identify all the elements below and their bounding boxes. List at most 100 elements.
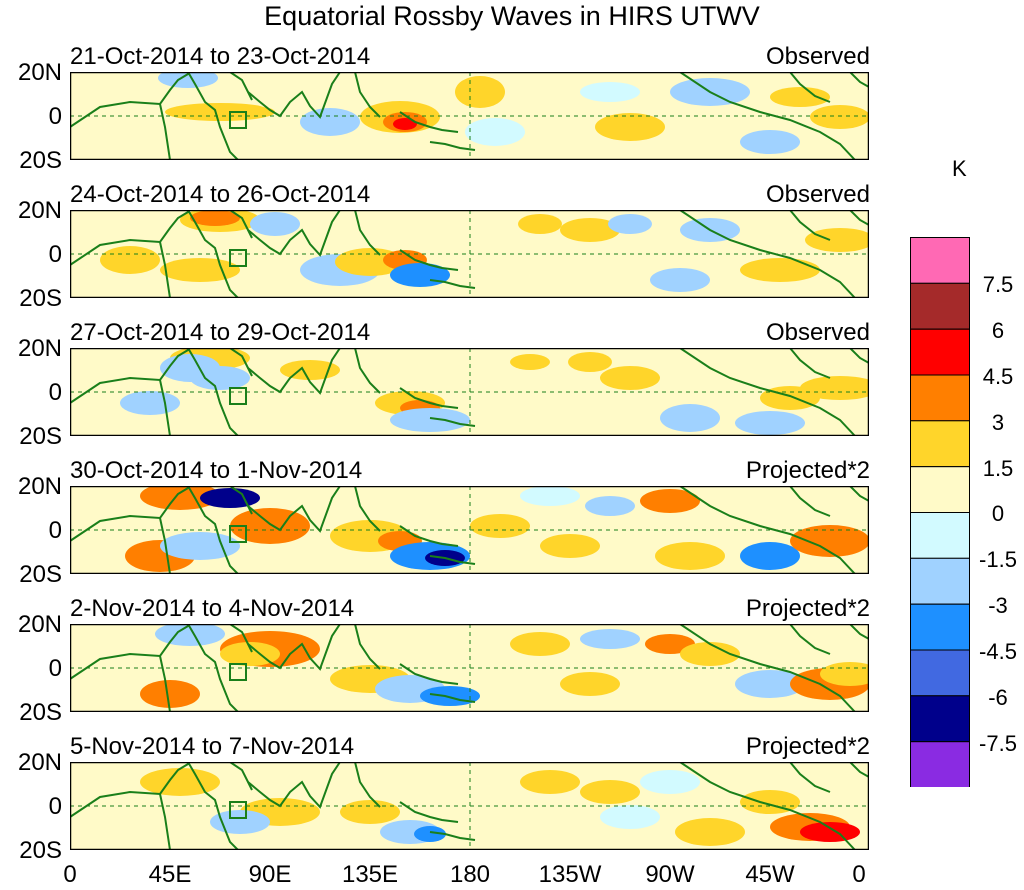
colorbar-box xyxy=(910,374,970,422)
anomaly-contour xyxy=(100,246,160,274)
coastline xyxy=(354,72,381,118)
coastline xyxy=(789,72,831,103)
anomaly-contour xyxy=(735,670,805,698)
colorbar-box xyxy=(910,557,970,605)
coastline xyxy=(849,72,869,88)
colorbar-label: 1.5 xyxy=(982,456,1014,481)
coastline xyxy=(399,663,459,685)
anomaly-contour xyxy=(158,72,218,88)
colorbar-label: -4.5 xyxy=(979,639,1017,664)
anomaly-contour xyxy=(540,534,600,558)
colorbar xyxy=(910,237,970,787)
colorbar-label: 0 xyxy=(991,501,1005,526)
coastline xyxy=(429,417,476,427)
anomaly-contour xyxy=(455,76,505,108)
anomaly-contour xyxy=(580,780,640,804)
colorbar-box xyxy=(910,420,970,468)
anomaly-contour xyxy=(465,118,525,146)
coastline xyxy=(159,103,171,160)
coastline xyxy=(399,525,459,547)
coastline xyxy=(789,348,831,379)
anomaly-contour xyxy=(790,525,869,557)
lat-label-equator: 0 xyxy=(48,517,62,544)
coastline xyxy=(187,72,239,160)
anomaly-contour xyxy=(520,486,580,506)
anomaly-contour xyxy=(600,805,660,829)
coastline xyxy=(849,762,869,778)
coastline xyxy=(429,693,476,703)
anomaly-contour xyxy=(640,489,700,513)
anomaly-contour xyxy=(165,103,275,121)
coastline xyxy=(187,624,239,712)
anomaly-contour xyxy=(600,366,660,390)
lon-tick-label: 45E xyxy=(148,861,192,888)
lat-label-south: 20S xyxy=(19,837,62,864)
anomaly-contour xyxy=(800,376,869,400)
coastline xyxy=(187,210,239,298)
anomaly-contour xyxy=(560,218,620,242)
colorbar-box xyxy=(910,512,970,559)
lon-tick-label: 135W xyxy=(538,861,602,888)
coastline xyxy=(229,624,253,653)
map-field xyxy=(70,72,869,160)
colorbar-box xyxy=(910,328,970,376)
coastline xyxy=(429,279,476,289)
lat-label-south: 20S xyxy=(19,423,62,450)
lat-label-equator: 0 xyxy=(48,655,62,682)
map-panel xyxy=(70,210,869,298)
anomaly-contour xyxy=(510,354,550,370)
coastline xyxy=(429,831,476,841)
reference-box xyxy=(229,387,247,405)
map-field xyxy=(70,210,869,298)
anomaly-contour xyxy=(120,391,180,415)
anomaly-contour xyxy=(140,768,220,796)
map-panel xyxy=(70,348,869,436)
coastline xyxy=(229,72,253,101)
panel-type-label: Projected*2 xyxy=(745,457,870,484)
anomaly-contour xyxy=(585,496,635,516)
anomaly-contour xyxy=(155,624,225,646)
map-panel xyxy=(70,486,869,574)
coastline xyxy=(70,486,189,542)
coastline xyxy=(789,762,831,793)
anomaly-contour xyxy=(300,108,360,136)
panel-type-label: Observed xyxy=(765,181,870,208)
lat-label-equator: 0 xyxy=(48,103,62,130)
anomaly-contour xyxy=(735,411,805,435)
coastline xyxy=(849,624,869,640)
coastline xyxy=(399,387,459,409)
panel-frame xyxy=(70,210,869,298)
anomaly-contour xyxy=(608,214,652,234)
anomaly-contour xyxy=(770,87,830,107)
anomaly-contour xyxy=(595,113,665,141)
anomaly-contour xyxy=(655,542,725,570)
lon-tick-label: 90W xyxy=(645,861,695,888)
map-field xyxy=(70,486,869,574)
coastline xyxy=(399,111,459,133)
lat-label-south: 20S xyxy=(19,561,62,588)
coastline xyxy=(229,210,253,239)
coastline xyxy=(399,249,459,271)
anomaly-contour xyxy=(560,672,620,696)
coastline xyxy=(399,801,459,823)
anomaly-contour xyxy=(250,85,310,109)
anomaly-contour xyxy=(200,488,260,508)
panel-date-label: 27-Oct-2014 to 29-Oct-2014 xyxy=(70,319,371,346)
coastline xyxy=(229,762,253,791)
coastline xyxy=(849,486,869,502)
anomaly-contour xyxy=(580,82,640,102)
map-field xyxy=(70,348,869,436)
anomaly-contour xyxy=(680,642,740,666)
panel-date-label: 21-Oct-2014 to 23-Oct-2014 xyxy=(70,43,371,70)
reference-box xyxy=(229,111,247,129)
lat-label-north: 20N xyxy=(17,611,62,638)
coastline xyxy=(789,486,831,517)
reference-box xyxy=(229,249,247,267)
coastline xyxy=(849,348,869,364)
anomaly-contour xyxy=(190,366,250,390)
anomaly-contour xyxy=(140,486,220,510)
coastline xyxy=(229,348,253,377)
colorbar-label: -7.5 xyxy=(979,731,1017,756)
colorbar-box xyxy=(910,695,970,743)
panel-type-label: Observed xyxy=(765,319,870,346)
